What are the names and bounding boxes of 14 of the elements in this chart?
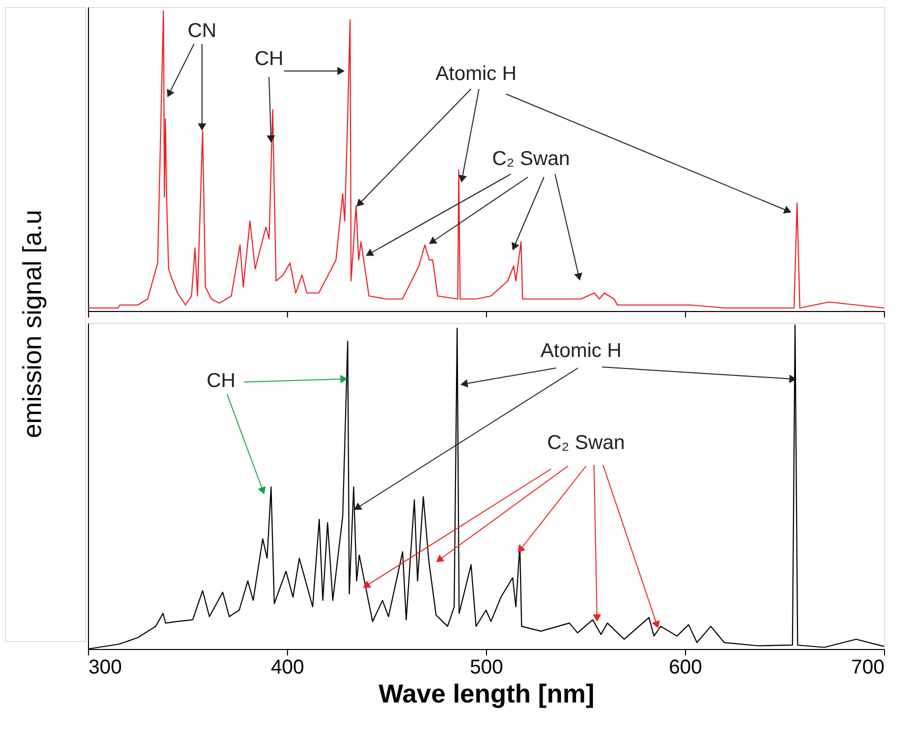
annotation: Atomic H (540, 340, 622, 362)
annotation: Atomic H (435, 63, 517, 85)
x-tick-label: 700 (851, 656, 884, 678)
x-tick-label: 600 (668, 656, 702, 678)
y-axis-title: emission signal [a.u (17, 210, 47, 438)
x-tick-label: 500 (470, 656, 504, 678)
x-tick-label: 300 (88, 656, 122, 678)
annotation: CN (188, 20, 216, 42)
x-axis-title: Wave length [nm] (378, 678, 594, 708)
annotation: CH (206, 370, 236, 392)
annotation: C₂ Swan (492, 148, 570, 170)
annotation: C₂ Swan (547, 432, 625, 454)
x-tick-label: 400 (270, 656, 304, 678)
annotation: CH (254, 48, 284, 70)
